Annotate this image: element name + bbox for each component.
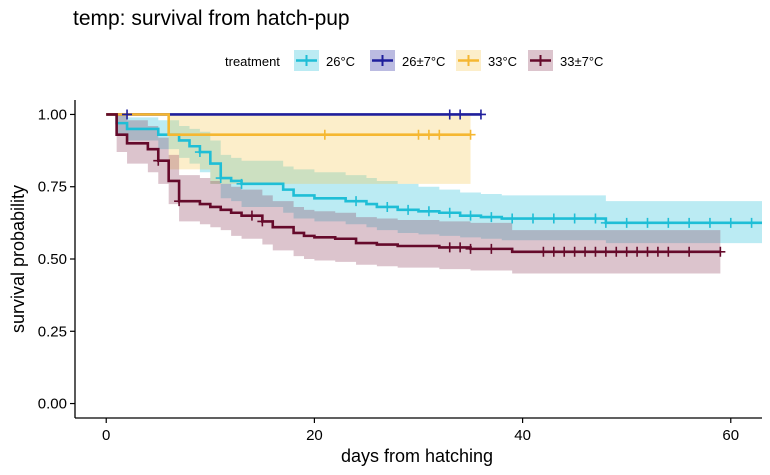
axes: 0.00 0.25 0.50 0.75 1.00 0 20 40 60 (38, 100, 762, 444)
series-3-censor-mark (434, 129, 445, 140)
series-1-censor-mark (403, 204, 414, 215)
series-3-censor-mark (413, 129, 424, 140)
x-axis-title: days from hatching (341, 446, 493, 466)
series-4-censor-mark (559, 246, 570, 257)
series-3-censor-mark (465, 129, 476, 140)
series-1-censor-mark (725, 217, 736, 228)
series-2-censor-mark (475, 109, 486, 120)
series-1-censor-mark (704, 217, 715, 228)
legend-entry: 33°C (456, 50, 517, 71)
series-1-censor-mark (569, 213, 580, 224)
series-1-censor-mark (351, 196, 362, 207)
series-3-curve (106, 113, 471, 136)
legend-label: 26±7°C (402, 54, 445, 69)
y-tick-label: 1.00 (38, 106, 67, 123)
censor-marks (122, 109, 757, 257)
series-1-censor-mark (621, 217, 632, 228)
y-tick-label: 0.75 (38, 179, 67, 196)
series-4-censor-mark (174, 196, 185, 207)
series-4-censor-mark (486, 243, 497, 254)
series-1-censor-mark (465, 210, 476, 221)
x-tick-label: 60 (722, 427, 739, 444)
y-tick-label: 0.00 (38, 396, 67, 413)
series-4-censor-mark (600, 246, 611, 257)
series-4-censor-mark (715, 246, 726, 257)
legend-label: 33±7°C (560, 54, 603, 69)
series-4-censor-mark (663, 246, 674, 257)
series-1-censor-mark (528, 213, 538, 224)
legend-entry: 33±7°C (528, 50, 603, 71)
series-2-censor-mark (122, 109, 133, 120)
series-1-censor-mark (548, 213, 559, 224)
series-1-censor-mark (236, 178, 247, 189)
series-3-censor-mark (423, 129, 434, 140)
series-1-curve (106, 113, 762, 225)
y-tick-label: 0.50 (38, 251, 67, 268)
series-1-censor-mark (486, 212, 497, 223)
series-1-censor-mark (444, 207, 455, 218)
series-3-ci-band (106, 114, 471, 184)
series-4-censor-mark (548, 246, 559, 257)
legend-label: 33°C (488, 54, 517, 69)
series-1-censor-mark (746, 217, 757, 228)
legend-label: 26°C (326, 54, 355, 69)
series-4-censor-mark (590, 246, 601, 257)
series-3-censor-mark (319, 129, 330, 140)
legend-entry: 26±7°C (370, 50, 445, 71)
series-4-censor-mark (621, 246, 632, 257)
series-4-censor-mark (444, 242, 455, 253)
series-1-censor-mark (382, 201, 393, 212)
legend: treatment 26°C 26±7°C 33°C 33±7°C (225, 50, 603, 71)
x-tick-label: 20 (306, 427, 323, 444)
series-4-censor-mark (153, 155, 164, 166)
series-4-censor-mark (569, 246, 580, 257)
series-4-ci-band (106, 114, 721, 274)
confidence-bands (106, 114, 763, 274)
series-1-censor-mark (423, 206, 434, 217)
series-4-censor-mark (246, 210, 257, 221)
series-4-censor-mark (684, 246, 695, 257)
series-2-censor-mark (455, 109, 466, 120)
series-1-censor-mark (663, 217, 674, 228)
legend-title: treatment (225, 54, 280, 69)
series-1-censor-mark (215, 173, 226, 184)
series-1-censor-mark (507, 213, 518, 224)
y-axis-title: survival probability (8, 185, 28, 333)
x-tick-label: 0 (102, 427, 110, 444)
series-4-censor-mark (455, 242, 466, 253)
legend-entry: 26°C (294, 50, 355, 71)
series-4-censor-mark (257, 216, 268, 227)
series-1-censor-mark (684, 217, 695, 228)
series-1-censor-mark (600, 217, 611, 228)
series-4-censor-mark (465, 243, 476, 254)
series-1-censor-mark (194, 147, 205, 158)
x-tick-label: 40 (514, 427, 531, 444)
series-4-censor-mark (611, 246, 622, 257)
series-1-ci-band (106, 114, 763, 244)
series-4-censor-mark (632, 246, 643, 257)
series-1-censor-mark (590, 213, 601, 224)
y-tick-label: 0.25 (38, 323, 67, 340)
series-2-censor-mark (444, 109, 455, 120)
series-4-censor-mark (652, 246, 663, 257)
chart-title: temp: survival from hatch-pup (73, 7, 350, 30)
series-4-censor-mark (580, 246, 591, 257)
series-4-censor-mark (538, 246, 549, 257)
series-4-censor-mark (642, 246, 653, 257)
series-1-censor-mark (642, 217, 653, 228)
